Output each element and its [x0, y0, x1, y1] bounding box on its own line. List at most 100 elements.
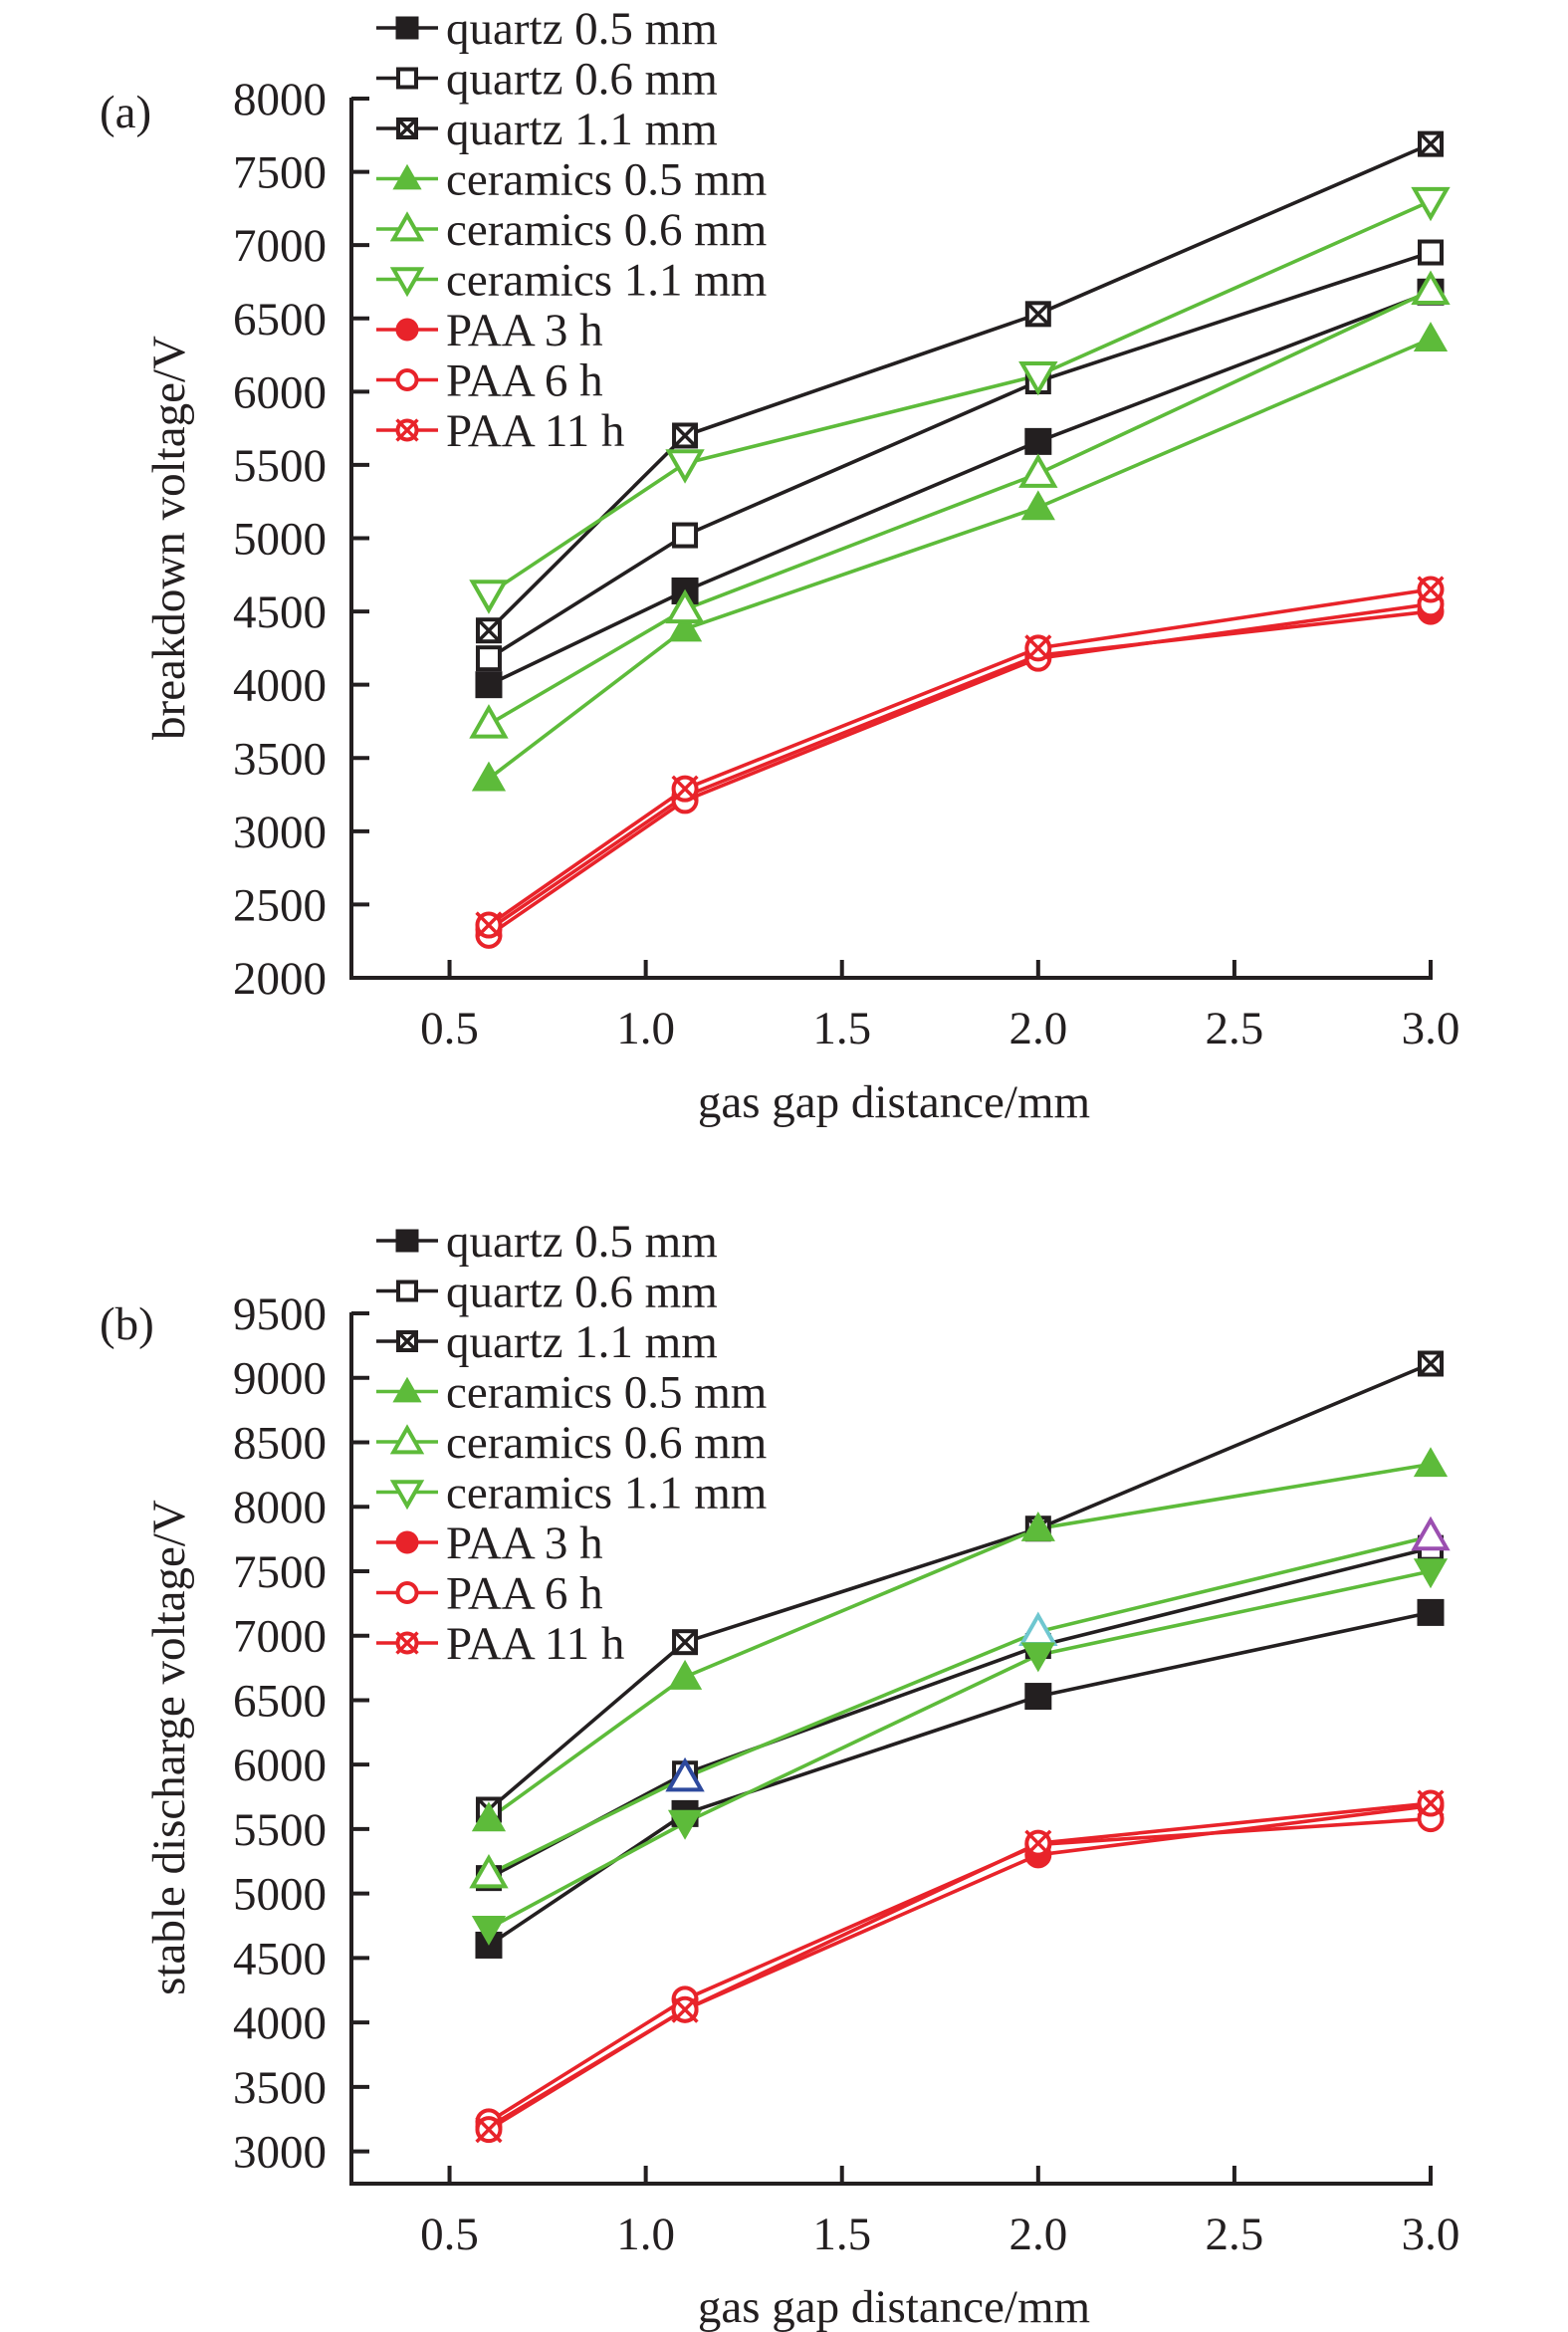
- data-point-ceramics-0-5-mm: [667, 1659, 703, 1690]
- series-line-paa-6-h: [487, 601, 1432, 937]
- legend-item: PAA 3 h: [376, 305, 603, 356]
- legend-marker-icon: [389, 267, 425, 298]
- legend-label: ceramics 0.6 mm: [446, 204, 767, 256]
- legend-label: ceramics 0.6 mm: [446, 1417, 767, 1469]
- legend-marker-icon: [396, 117, 418, 139]
- data-point-paa-11-h: [671, 1995, 699, 2023]
- legend-label: quartz 0.5 mm: [446, 1216, 718, 1268]
- legend-label: ceramics 1.1 mm: [446, 1468, 767, 1519]
- legend-marker-icon: [395, 1229, 419, 1253]
- series-markers-1: [469, 1350, 1451, 2144]
- legend-label: ceramics 0.5 mm: [446, 154, 767, 206]
- x-tick-label: 1.5: [812, 2209, 871, 2260]
- legend-marker-icon: [389, 1424, 425, 1455]
- data-point-ceramics-0-5-mm: [1020, 490, 1055, 521]
- data-point-quartz-1-1-mm: [672, 1629, 699, 1656]
- series-line-quartz-0-5-mm: [487, 1610, 1432, 1947]
- panel-a-breakdown-voltage: (a) breakdown voltage/V gas gap distance…: [100, 3, 1459, 1128]
- y-tick-label: 6000: [233, 366, 327, 418]
- x-tick-label: 3.0: [1402, 2209, 1460, 2260]
- series-line-paa-11-h: [488, 1801, 1432, 2132]
- legend-item: ceramics 0.5 mm: [376, 154, 767, 206]
- y-tick-label: 9000: [233, 1353, 327, 1405]
- y-tick-label: 4500: [233, 586, 327, 638]
- data-point-paa-11-h: [475, 911, 503, 939]
- data-point-ceramics-0-6-mm: [1411, 270, 1451, 305]
- y-tick-label: 2500: [233, 879, 327, 931]
- x-tick-label: 2.5: [1206, 1003, 1264, 1054]
- series-lines-0: [487, 141, 1432, 937]
- series-line-quartz-0-5-mm: [488, 290, 1432, 687]
- y-tick-label: 5500: [233, 440, 327, 492]
- data-point-quartz-1-1-mm: [1418, 1350, 1444, 1377]
- data-point-ceramics-1-1-mm: [665, 449, 705, 484]
- y-axis-title-a: breakdown voltage/V: [143, 336, 195, 740]
- x-tick-label: 1.0: [616, 1003, 675, 1054]
- y-tick-label: 3000: [233, 2127, 327, 2179]
- legend-label: PAA 3 h: [446, 1517, 603, 1569]
- data-point-ceramics-0-6-mm: [469, 1853, 509, 1889]
- data-point-ceramics-0-5-mm: [471, 1801, 507, 1832]
- data-point-paa-11-h: [475, 2116, 503, 2144]
- data-point-paa-11-h: [671, 775, 699, 803]
- legend-marker-icon: [395, 1631, 419, 1655]
- x-tick-label: 3.0: [1402, 1003, 1460, 1054]
- data-point-ceramics-1-1-mm: [1018, 360, 1058, 396]
- data-point-ceramics-0-6-mm: [665, 588, 705, 624]
- y-tick-label: 6000: [233, 1740, 327, 1791]
- data-point-quartz-0-6-mm: [672, 522, 699, 549]
- y-tick-label: 6500: [233, 294, 327, 346]
- data-point-ceramics-1-1-mm: [471, 1915, 507, 1946]
- legend-marker-icon: [389, 1480, 425, 1511]
- legend-marker-icon: [396, 67, 418, 90]
- series-line-paa-3-h: [487, 609, 1432, 931]
- legend-item: PAA 6 h: [376, 355, 603, 407]
- y-tick-label: 7000: [233, 220, 327, 272]
- y-tick-label: 5000: [233, 1869, 327, 1921]
- legend-label: quartz 1.1 mm: [446, 1316, 718, 1368]
- y-tick-label: 3500: [233, 733, 327, 785]
- series-line-ceramics-0-5-mm: [487, 337, 1432, 781]
- data-point-paa-11-h: [1417, 1789, 1445, 1817]
- y-tick-label: 7000: [233, 1611, 327, 1663]
- legend-label: PAA 6 h: [446, 1568, 603, 1620]
- data-point-ceramics-0-5-mm: [1020, 1511, 1055, 1541]
- legend-item: quartz 1.1 mm: [376, 104, 718, 155]
- x-tick-label: 2.0: [1008, 1003, 1067, 1054]
- legend-marker-icon: [389, 211, 425, 242]
- legend-item: PAA 11 h: [376, 1618, 624, 1670]
- series-lines-1: [487, 1361, 1432, 2132]
- series-line-ceramics-0-6-mm: [488, 1534, 1432, 1876]
- legend-marker-icon: [392, 1376, 422, 1403]
- legend-label: quartz 0.6 mm: [446, 54, 718, 106]
- panel-label-b: (b): [100, 1298, 154, 1350]
- data-point-quartz-1-1-mm: [475, 617, 502, 644]
- legend-marker-icon: [395, 368, 419, 391]
- data-point-quartz-0-5-mm: [1417, 1598, 1445, 1626]
- legend-label: PAA 3 h: [446, 305, 603, 356]
- axes-1: 3000 3500 4000 4500 5000 5500 6000 6500 7000 7500…: [233, 1288, 1459, 2260]
- y-tick-label: 8000: [233, 74, 327, 125]
- legend-item: quartz 0.5 mm: [376, 1216, 718, 1268]
- legend-item: PAA 6 h: [376, 1568, 603, 1620]
- data-point-ceramics-0-6-mm: [665, 1756, 705, 1792]
- panel-b-stable-discharge-voltage: (b) stable discharge voltage/V gas gap d…: [100, 1216, 1459, 2332]
- legend-item: quartz 0.6 mm: [376, 54, 718, 106]
- legend-item: PAA 3 h: [376, 1517, 603, 1569]
- data-point-quartz-0-5-mm: [475, 671, 503, 699]
- data-point-paa-11-h: [1417, 576, 1445, 603]
- data-point-quartz-0-5-mm: [1024, 427, 1052, 455]
- axes-0: 2000 2500 3000 3500 4000 4500 5000 5500 6000 6500…: [233, 74, 1459, 1054]
- legend-label: PAA 11 h: [446, 405, 624, 457]
- legend-item: quartz 0.6 mm: [376, 1267, 718, 1318]
- series-markers-0: [469, 130, 1451, 949]
- x-tick-label: 1.0: [616, 2209, 675, 2260]
- data-point-ceramics-1-1-mm: [469, 580, 509, 614]
- data-point-ceramics-0-5-mm: [471, 761, 507, 792]
- legend-marker-icon: [395, 1581, 419, 1604]
- series-line-ceramics-0-6-mm: [488, 289, 1432, 726]
- y-tick-label: 2000: [233, 953, 327, 1005]
- series-line-ceramics-1-1-mm: [488, 1569, 1432, 1931]
- panel-label-a: (a): [100, 87, 151, 138]
